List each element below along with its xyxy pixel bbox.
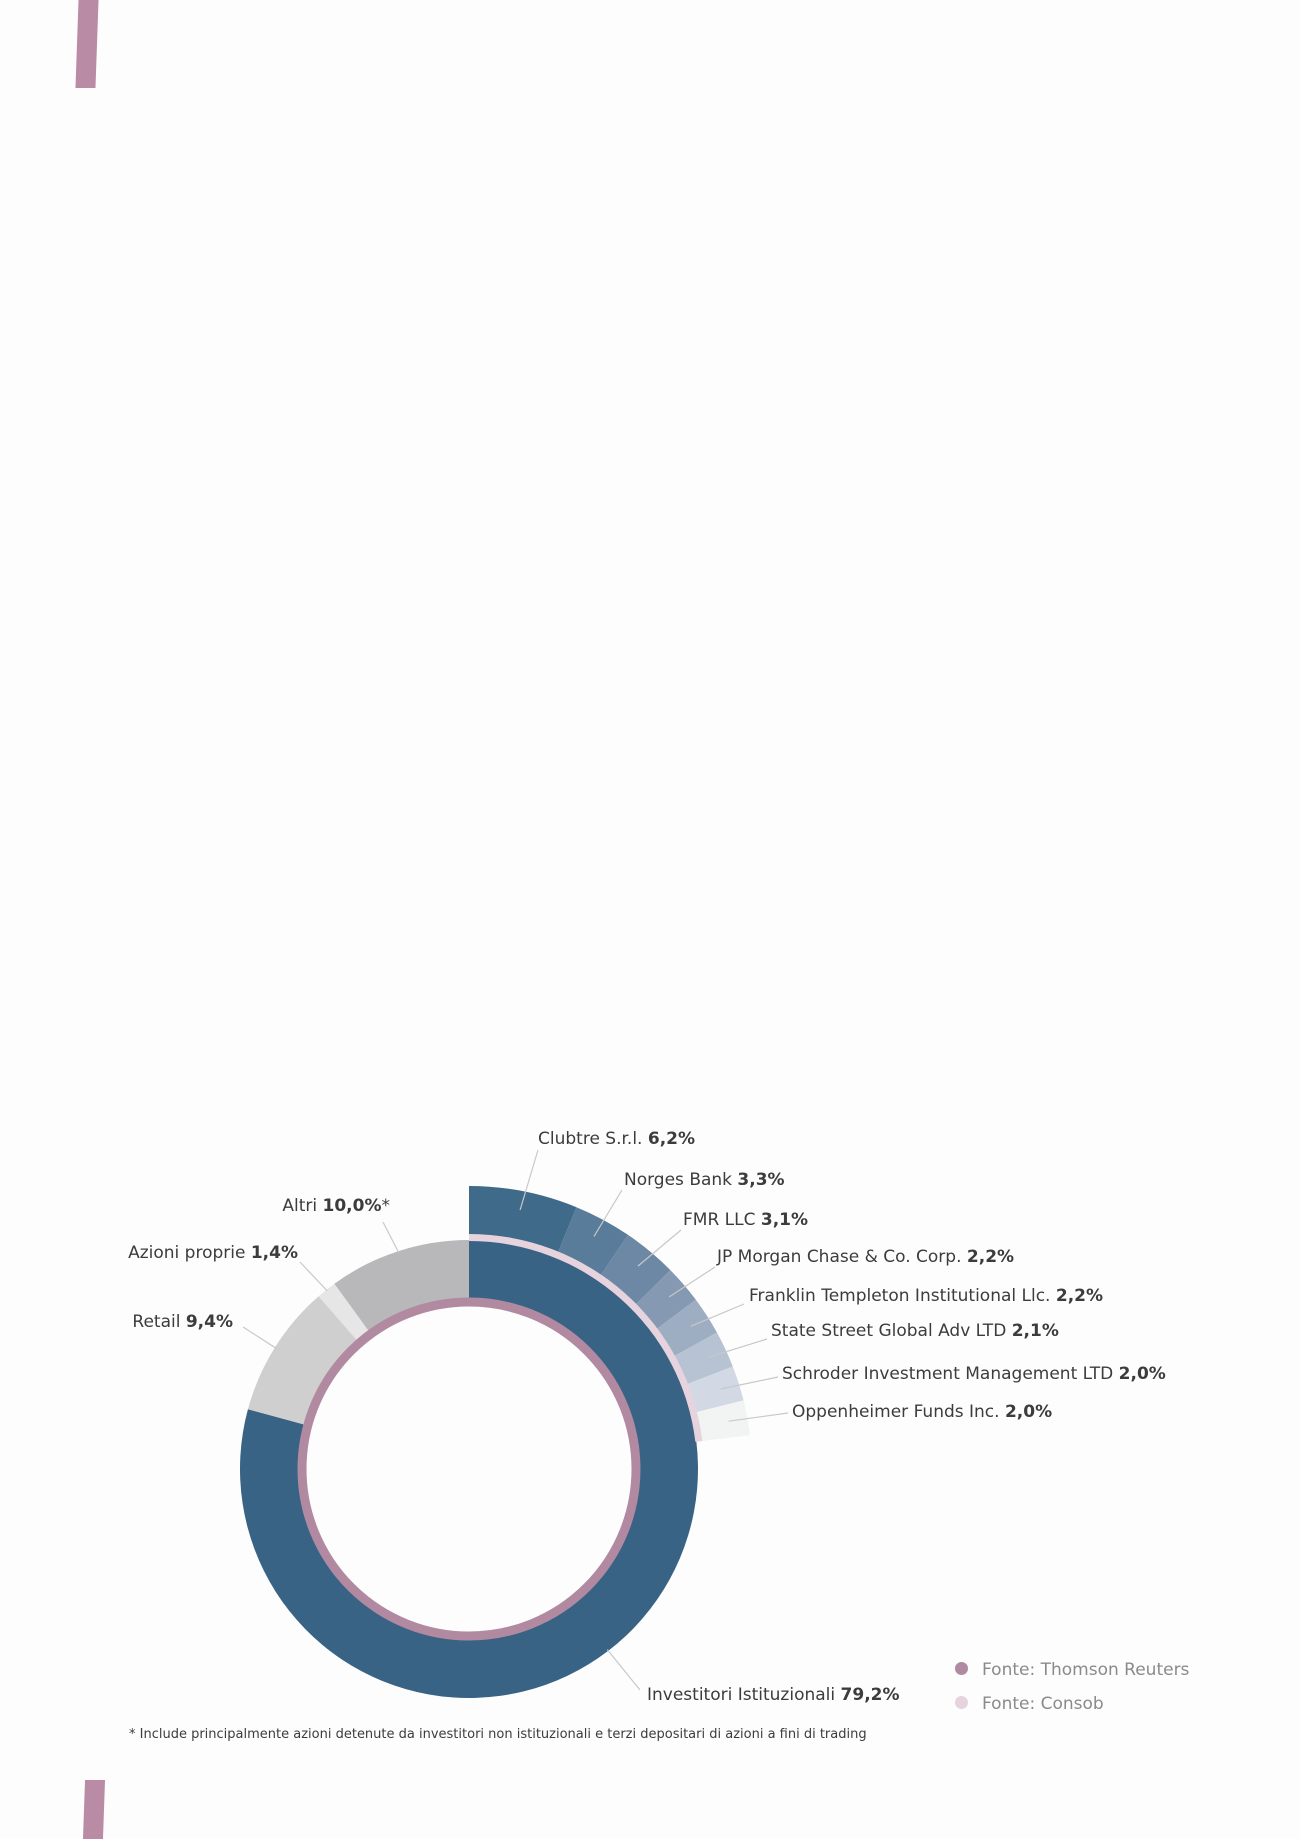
label-value-franklin-templeton-institutional-llc: 2,2% bbox=[1056, 1286, 1103, 1306]
legend-swatch-thomson bbox=[955, 1662, 968, 1675]
label-value-clubtre-s-r-l: 6,2% bbox=[648, 1129, 695, 1149]
outer-slice-franklin-templeton-institutional-llc bbox=[652, 1299, 717, 1359]
leader-line-franklin-templeton-institutional-llc bbox=[690, 1303, 745, 1327]
leader-line-clubtre-s-r-l bbox=[519, 1149, 539, 1211]
outer-slice-jp-morgan-chase-co-corp bbox=[631, 1270, 696, 1333]
label-name-jp-morgan-chase-co-corp: JP Morgan Chase & Co. Corp. bbox=[716, 1247, 967, 1267]
leader-line-oppenheimer-funds-inc bbox=[728, 1412, 789, 1422]
legend-item-consob: Fonte: Consob bbox=[955, 1694, 1104, 1714]
outer-slice-oppenheimer-funds-inc bbox=[691, 1400, 750, 1442]
label-name-norges-bank: Norges Bank bbox=[624, 1170, 737, 1190]
leader-line-altri bbox=[382, 1221, 400, 1253]
data-label-clubtre-s-r-l: Clubtre S.r.l. 6,2% bbox=[538, 1129, 695, 1149]
leader-line-jp-morgan-chase-co-corp bbox=[668, 1266, 716, 1298]
inner-slice-azioni-proprie bbox=[318, 1283, 372, 1344]
source-ring-consob bbox=[469, 1234, 703, 1442]
data-label-franklin-templeton-institutional-llc: Franklin Templeton Institutional Llc. 2,… bbox=[749, 1286, 1103, 1306]
leader-line-schroder-investment-management-ltd bbox=[720, 1376, 779, 1390]
label-value-norges-bank: 3,3% bbox=[737, 1170, 784, 1190]
label-name-azioni-proprie: Azioni proprie bbox=[128, 1243, 251, 1263]
leader-line-azioni-proprie bbox=[299, 1261, 328, 1292]
label-value-fmr-llc: 3,1% bbox=[761, 1210, 808, 1230]
data-label-jp-morgan-chase-co-corp: JP Morgan Chase & Co. Corp. 2,2% bbox=[716, 1247, 1014, 1267]
label-value-state-street-global-adv-ltd: 2,1% bbox=[1012, 1321, 1059, 1341]
label-value-jp-morgan-chase-co-corp: 2,2% bbox=[967, 1247, 1014, 1267]
label-name-oppenheimer-funds-inc: Oppenheimer Funds Inc. bbox=[792, 1402, 1005, 1422]
data-label-oppenheimer-funds-inc: Oppenheimer Funds Inc. 2,0% bbox=[792, 1402, 1052, 1422]
label-name-schroder-investment-management-ltd: Schroder Investment Management LTD bbox=[782, 1364, 1119, 1384]
outer-slice-schroder-investment-management-ltd bbox=[682, 1366, 744, 1414]
data-label-fmr-llc: FMR LLC 3,1% bbox=[683, 1210, 808, 1230]
data-label-state-street-global-adv-ltd: State Street Global Adv LTD 2,1% bbox=[771, 1321, 1059, 1341]
label-asterisk-altri: * bbox=[382, 1196, 391, 1216]
label-value-retail: 9,4% bbox=[186, 1312, 233, 1332]
label-value-investitori-istituzionali: 79,2% bbox=[841, 1685, 900, 1705]
legend-label-thomson: Fonte: Thomson Reuters bbox=[982, 1660, 1190, 1680]
data-label-schroder-investment-management-ltd: Schroder Investment Management LTD 2,0% bbox=[782, 1364, 1166, 1384]
data-label-azioni-proprie: Azioni proprie 1,4% bbox=[128, 1243, 298, 1263]
leader-line-state-street-global-adv-ltd bbox=[708, 1338, 768, 1358]
inner-slice-retail bbox=[247, 1296, 361, 1426]
label-value-altri: 10,0% bbox=[323, 1196, 382, 1216]
legend-swatch-consob bbox=[955, 1696, 968, 1709]
label-name-franklin-templeton-institutional-llc: Franklin Templeton Institutional Llc. bbox=[749, 1286, 1056, 1306]
label-name-altri: Altri bbox=[282, 1196, 322, 1216]
data-label-investitori-istituzionali: Investitori Istituzionali 79,2% bbox=[647, 1685, 900, 1705]
legend-label-consob: Fonte: Consob bbox=[982, 1694, 1104, 1714]
label-name-retail: Retail bbox=[132, 1312, 185, 1332]
legend-item-thomson: Fonte: Thomson Reuters bbox=[955, 1660, 1189, 1680]
data-label-retail: Retail 9,4% bbox=[132, 1312, 233, 1332]
label-name-fmr-llc: FMR LLC bbox=[683, 1210, 761, 1230]
data-label-altri: Altri 10,0%* bbox=[282, 1196, 390, 1216]
leader-line-retail bbox=[242, 1326, 277, 1349]
leader-line-investitori-istituzionali bbox=[606, 1649, 641, 1691]
source-ring-thomson bbox=[297, 1297, 641, 1641]
label-name-investitori-istituzionali: Investitori Istituzionali bbox=[647, 1685, 841, 1705]
data-label-norges-bank: Norges Bank 3,3% bbox=[624, 1170, 785, 1190]
inner-slice-altri bbox=[334, 1240, 469, 1335]
label-value-schroder-investment-management-ltd: 2,0% bbox=[1119, 1364, 1166, 1384]
label-name-clubtre-s-r-l: Clubtre S.r.l. bbox=[538, 1129, 648, 1149]
leader-line-fmr-llc bbox=[637, 1229, 682, 1267]
footnote: * Include principalmente azioni detenute… bbox=[129, 1727, 867, 1742]
label-value-azioni-proprie: 1,4% bbox=[251, 1243, 298, 1263]
label-value-oppenheimer-funds-inc: 2,0% bbox=[1005, 1402, 1052, 1422]
label-name-state-street-global-adv-ltd: State Street Global Adv LTD bbox=[771, 1321, 1012, 1341]
leader-line-norges-bank bbox=[593, 1189, 623, 1237]
outer-slice-state-street-global-adv-ltd bbox=[669, 1332, 733, 1387]
